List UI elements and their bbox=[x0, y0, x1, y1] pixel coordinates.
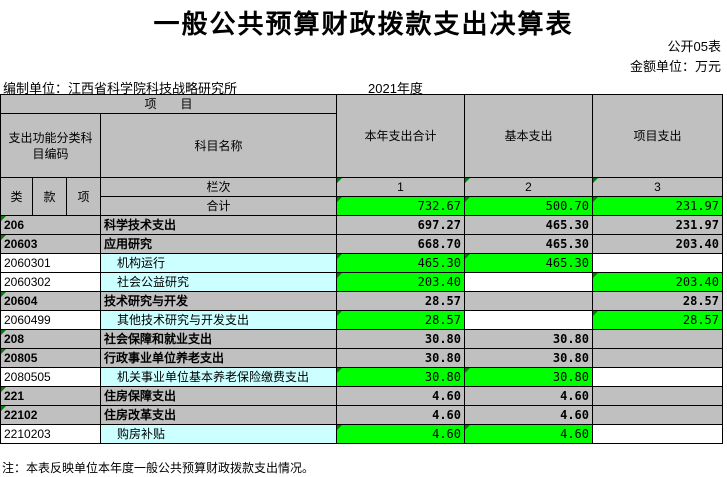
row-project: 203.40 bbox=[592, 272, 723, 292]
header-col3: 3 bbox=[592, 177, 723, 197]
row-basic: 465.30 bbox=[464, 253, 593, 273]
row-name: 住房保障支出 bbox=[100, 386, 337, 406]
row-basic bbox=[464, 310, 593, 330]
row-code: 2210203 bbox=[0, 424, 101, 444]
row-code: 20604 bbox=[0, 291, 101, 311]
row-name: 社会公益研究 bbox=[100, 272, 337, 292]
table-row: 2060302 社会公益研究 203.40 203.40 bbox=[0, 272, 723, 292]
header-col1: 1 bbox=[336, 177, 465, 197]
row-total: 203.40 bbox=[336, 272, 465, 292]
row-name: 其他技术研究与开发支出 bbox=[100, 310, 337, 330]
sum-project: 231.97 bbox=[592, 196, 723, 216]
row-basic bbox=[464, 272, 593, 292]
header-kuan: 款 bbox=[32, 177, 67, 216]
org-name: 编制单位：江西省科学院科技战略研究所 bbox=[3, 81, 238, 96]
header-lanci: 栏次 bbox=[100, 177, 337, 197]
table-row: 221 住房保障支出 4.60 4.60 bbox=[0, 386, 723, 406]
row-total: 28.57 bbox=[336, 310, 465, 330]
header-subject-name: 科目名称 bbox=[100, 113, 337, 178]
row-project bbox=[592, 367, 723, 387]
table-row: 2060499 其他技术研究与开发支出 28.57 28.57 bbox=[0, 310, 723, 330]
table-row: 206 科学技术支出 697.27 465.30 231.97 bbox=[0, 215, 723, 235]
row-project: 28.57 bbox=[592, 291, 723, 311]
header-col2: 2 bbox=[464, 177, 593, 197]
row-basic: 465.30 bbox=[464, 234, 593, 254]
table-row: 22102 住房改革支出 4.60 4.60 bbox=[0, 405, 723, 425]
page-title: 一般公共预算财政拨款支出决算表 bbox=[153, 9, 574, 39]
row-name: 科学技术支出 bbox=[100, 215, 337, 235]
expenditure-table: 项 目 本年支出合计 基本支出 项目支出 支出功能分类科目编码 科目名称 类 款… bbox=[0, 94, 723, 444]
row-code: 221 bbox=[0, 386, 101, 406]
form-code: 公开05表 bbox=[667, 39, 721, 54]
row-project bbox=[592, 348, 723, 368]
row-code: 2060302 bbox=[0, 272, 101, 292]
row-name: 购房补贴 bbox=[100, 424, 337, 444]
row-total: 28.57 bbox=[336, 291, 465, 311]
row-code: 208 bbox=[0, 329, 101, 349]
row-name: 行政事业单位养老支出 bbox=[100, 348, 337, 368]
header-project: 项目支出 bbox=[592, 94, 723, 178]
table-row: 20603 应用研究 668.70 465.30 203.40 bbox=[0, 234, 723, 254]
sum-label: 合计 bbox=[100, 196, 337, 216]
row-total: 30.80 bbox=[336, 329, 465, 349]
row-code: 206 bbox=[0, 215, 101, 235]
row-name: 社会保障和就业支出 bbox=[100, 329, 337, 349]
table-row: 20805 行政事业单位养老支出 30.80 30.80 bbox=[0, 348, 723, 368]
row-project: 231.97 bbox=[592, 215, 723, 235]
row-basic: 4.60 bbox=[464, 405, 593, 425]
row-project: 203.40 bbox=[592, 234, 723, 254]
row-code: 2060499 bbox=[0, 310, 101, 330]
row-total: 4.60 bbox=[336, 424, 465, 444]
row-code: 22102 bbox=[0, 405, 101, 425]
row-name: 住房改革支出 bbox=[100, 405, 337, 425]
header-basic: 基本支出 bbox=[464, 94, 593, 178]
row-name: 技术研究与开发 bbox=[100, 291, 337, 311]
row-basic: 4.60 bbox=[464, 386, 593, 406]
header-total: 本年支出合计 bbox=[336, 94, 465, 178]
row-project bbox=[592, 253, 723, 273]
row-basic: 30.80 bbox=[464, 329, 593, 349]
fiscal-year: 2021年度 bbox=[368, 81, 423, 96]
row-total: 465.30 bbox=[336, 253, 465, 273]
table-row: 2210203 购房补贴 4.60 4.60 bbox=[0, 424, 723, 444]
row-total: 668.70 bbox=[336, 234, 465, 254]
row-project bbox=[592, 329, 723, 349]
footnote: 注：本表反映单位本年度一般公共预算财政拨款支出情况。 bbox=[2, 461, 315, 475]
header-func-code: 支出功能分类科目编码 bbox=[0, 113, 101, 178]
header-xiang: 项 bbox=[66, 177, 101, 216]
row-project bbox=[592, 405, 723, 425]
row-basic: 465.30 bbox=[464, 215, 593, 235]
row-total: 4.60 bbox=[336, 405, 465, 425]
table-row: 2080505 机关事业单位基本养老保险缴费支出 30.80 30.80 bbox=[0, 367, 723, 387]
amount-unit: 金额单位：万元 bbox=[629, 59, 721, 74]
row-total: 4.60 bbox=[336, 386, 465, 406]
row-basic: 30.80 bbox=[464, 367, 593, 387]
row-total: 30.80 bbox=[336, 348, 465, 368]
row-project bbox=[592, 424, 723, 444]
row-basic: 30.80 bbox=[464, 348, 593, 368]
row-code: 20805 bbox=[0, 348, 101, 368]
row-total: 697.27 bbox=[336, 215, 465, 235]
row-basic: 4.60 bbox=[464, 424, 593, 444]
row-name: 应用研究 bbox=[100, 234, 337, 254]
row-basic bbox=[464, 291, 593, 311]
table-body: 206 科学技术支出 697.27 465.30 231.97 20603 应用研究 668.… bbox=[0, 215, 723, 444]
header-lei: 类 bbox=[0, 177, 33, 216]
table-row: 2060301 机构运行 465.30 465.30 bbox=[0, 253, 723, 273]
row-code: 2080505 bbox=[0, 367, 101, 387]
table-row: 20604 技术研究与开发 28.57 28.57 bbox=[0, 291, 723, 311]
table-row: 208 社会保障和就业支出 30.80 30.80 bbox=[0, 329, 723, 349]
header-item: 项 目 bbox=[0, 94, 337, 114]
row-project: 28.57 bbox=[592, 310, 723, 330]
row-code: 20603 bbox=[0, 234, 101, 254]
row-total: 30.80 bbox=[336, 367, 465, 387]
row-project bbox=[592, 386, 723, 406]
sum-basic: 500.70 bbox=[464, 196, 593, 216]
row-code: 2060301 bbox=[0, 253, 101, 273]
row-name: 机关事业单位基本养老保险缴费支出 bbox=[100, 367, 337, 387]
sum-total: 732.67 bbox=[336, 196, 465, 216]
row-name: 机构运行 bbox=[100, 253, 337, 273]
